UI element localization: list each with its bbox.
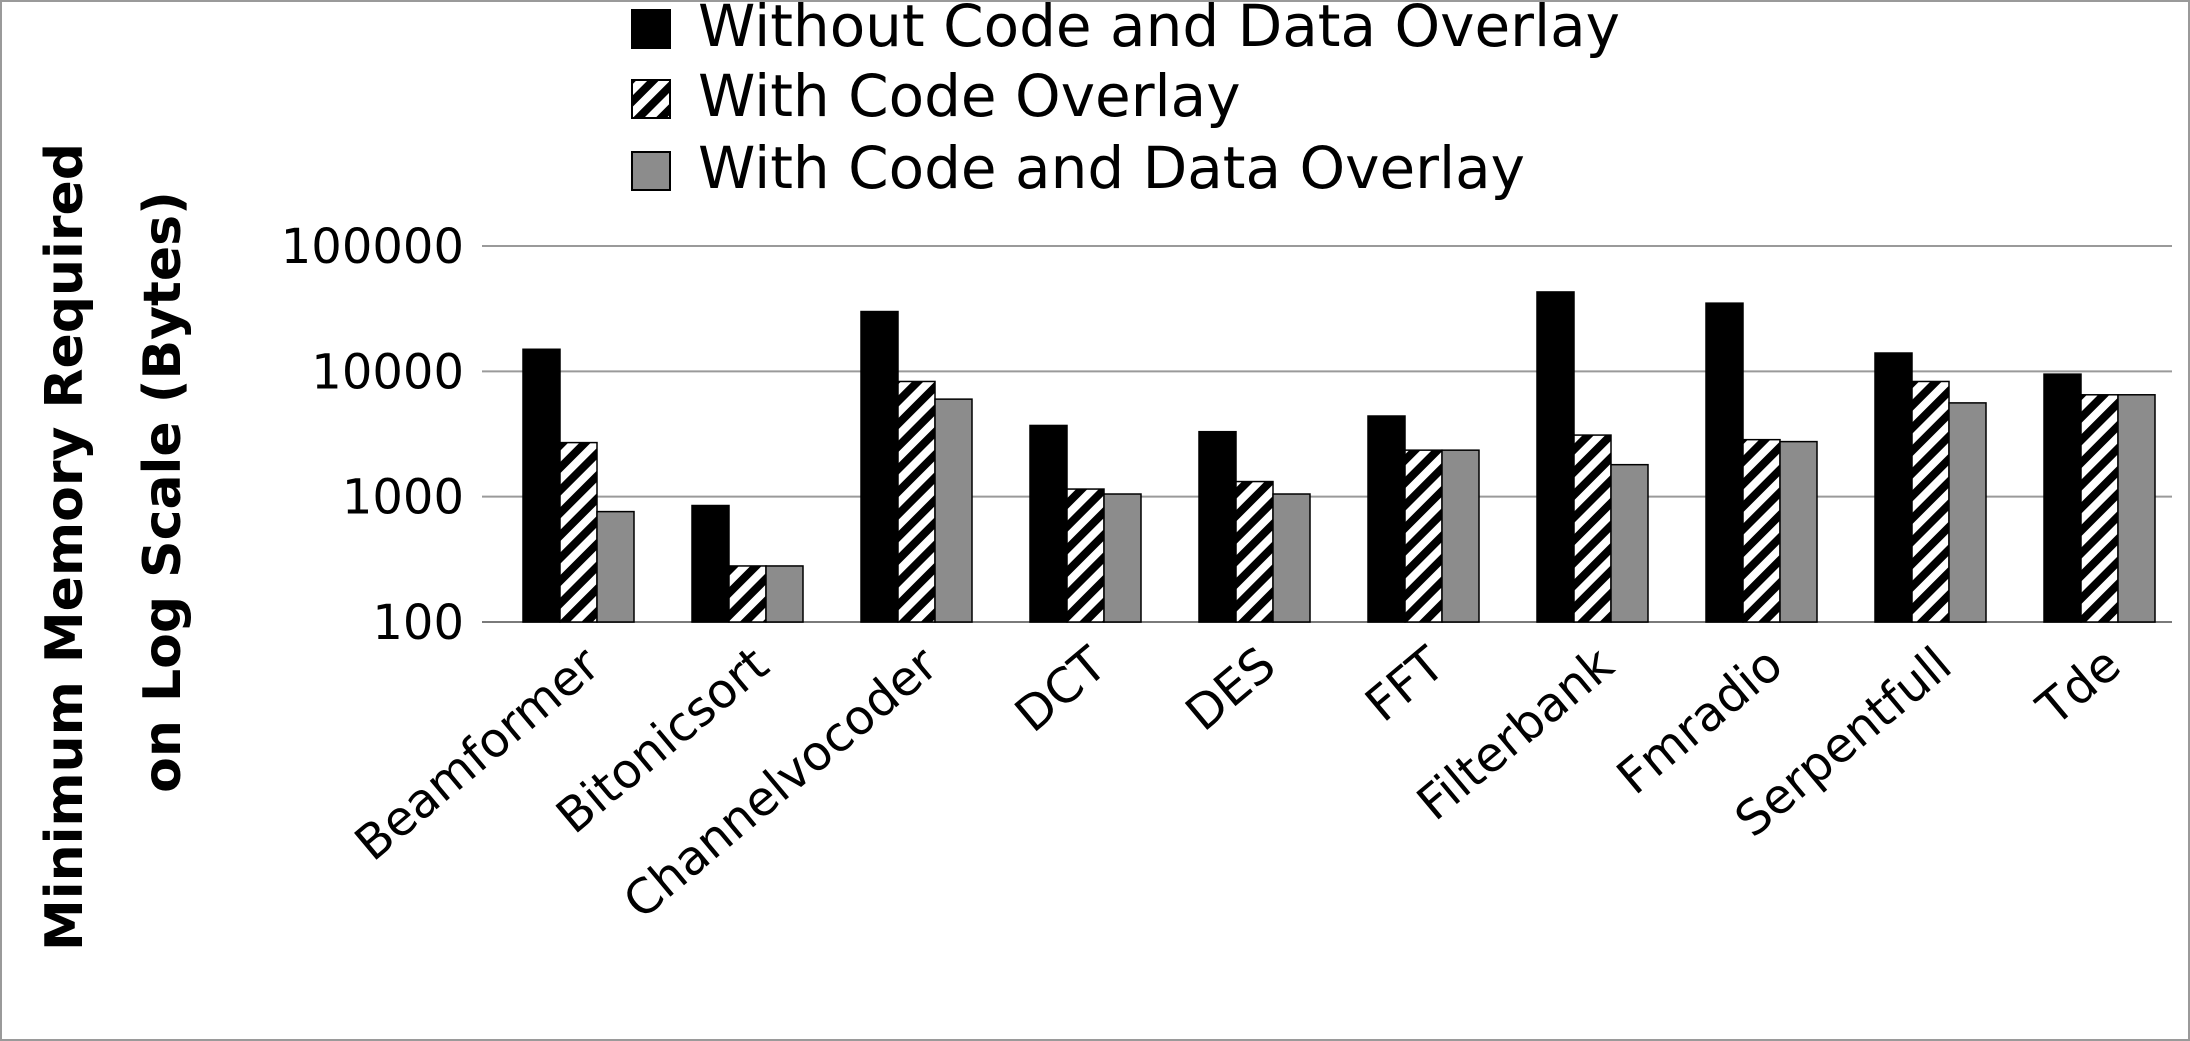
y-axis-ticks: 100 1000 10000 100000: [281, 219, 464, 651]
bar-code-overlay: [559, 441, 598, 623]
legend-label: Without Code and Data Overlay: [698, 2, 1620, 60]
legend-label: With Code Overlay: [698, 62, 1241, 130]
x-tick-label: DES: [1175, 636, 1286, 742]
legend-label: With Code and Data Overlay: [698, 134, 1525, 202]
bar-code-data-overlay: [1779, 440, 1818, 623]
bar-code-overlay: [728, 565, 767, 623]
bar-code-data-overlay: [596, 510, 635, 623]
bar-without-overlay: [1198, 430, 1237, 623]
legend-swatch: [631, 151, 671, 191]
x-tick-label: FFT: [1355, 636, 1456, 733]
bar-code-data-overlay: [1441, 449, 1480, 623]
legend-swatch: [631, 79, 671, 119]
bar-without-overlay: [1367, 415, 1406, 623]
y-axis-title-line-2: on Log Scale (Bytes): [133, 191, 193, 793]
bar-without-overlay: [691, 504, 730, 623]
bar-code-overlay: [1573, 434, 1612, 623]
bar-without-overlay: [522, 348, 561, 623]
bar-without-overlay: [2043, 373, 2082, 623]
bar-code-data-overlay: [934, 398, 973, 623]
x-tick-label: Tde: [2026, 636, 2131, 737]
x-tick-label: Beamformer: [345, 636, 611, 872]
legend-swatch: [631, 9, 671, 49]
bar-without-overlay: [1029, 424, 1068, 623]
bar-without-overlay: [1705, 302, 1744, 623]
bar-code-overlay: [1911, 380, 1950, 623]
bar-code-overlay: [897, 380, 936, 623]
bar-code-data-overlay: [1103, 493, 1142, 623]
bar-without-overlay: [1536, 291, 1575, 623]
y-axis-title-line-1: Minimum Memory Required: [35, 143, 95, 951]
bars: [522, 291, 2156, 623]
bar-code-overlay: [1235, 480, 1274, 623]
x-tick-label: Channelvocoder: [613, 636, 948, 930]
bar-without-overlay: [1874, 352, 1913, 623]
y-tick-label: 100000: [281, 219, 464, 275]
bar-code-data-overlay: [2117, 394, 2156, 623]
y-tick-label: 1000: [342, 470, 464, 526]
bar-code-data-overlay: [1272, 493, 1311, 623]
bar-code-data-overlay: [1948, 402, 1987, 623]
bar-code-data-overlay: [1610, 463, 1649, 623]
bar-code-overlay: [1404, 449, 1443, 623]
bar-without-overlay: [860, 310, 899, 623]
bar-code-data-overlay: [765, 565, 804, 623]
bar-code-overlay: [1742, 438, 1781, 623]
bar-code-overlay: [1066, 488, 1105, 623]
y-tick-label: 100: [372, 595, 464, 651]
x-tick-label: DCT: [1005, 636, 1118, 743]
bar-code-overlay: [2080, 394, 2119, 623]
y-tick-label: 10000: [311, 344, 464, 400]
